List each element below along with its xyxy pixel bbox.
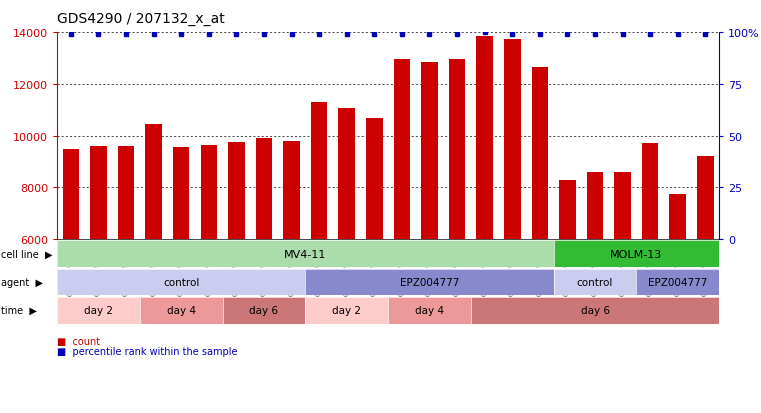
Bar [256, 139, 272, 240]
Bar [504, 40, 521, 240]
Text: day 4: day 4 [167, 305, 196, 316]
Bar [118, 147, 134, 240]
Bar [339, 109, 355, 240]
Bar [90, 147, 107, 240]
Text: day 2: day 2 [333, 305, 361, 316]
Text: day 6: day 6 [581, 305, 610, 316]
Text: time  ▶: time ▶ [1, 305, 37, 316]
Bar [587, 173, 603, 240]
Text: MV4-11: MV4-11 [284, 249, 326, 259]
Text: control: control [577, 277, 613, 287]
Bar [62, 149, 79, 240]
Text: day 2: day 2 [84, 305, 113, 316]
Text: day 4: day 4 [415, 305, 444, 316]
Bar [228, 143, 244, 240]
Bar [697, 157, 714, 240]
Bar [145, 125, 162, 240]
Bar [449, 60, 465, 240]
Text: agent  ▶: agent ▶ [1, 277, 43, 287]
Text: EPZ004777: EPZ004777 [400, 277, 459, 287]
Text: cell line  ▶: cell line ▶ [1, 249, 53, 259]
Bar [200, 145, 217, 240]
Bar [670, 195, 686, 240]
Bar [559, 180, 575, 240]
Text: day 6: day 6 [250, 305, 279, 316]
Bar [283, 141, 300, 240]
Text: EPZ004777: EPZ004777 [648, 277, 708, 287]
Bar [531, 68, 548, 240]
Bar [642, 144, 658, 240]
Bar [614, 173, 631, 240]
Bar [310, 103, 327, 240]
Bar [476, 37, 493, 240]
Bar [393, 60, 410, 240]
Text: control: control [163, 277, 199, 287]
Bar [366, 118, 383, 240]
Text: MOLM-13: MOLM-13 [610, 249, 663, 259]
Text: ■  count: ■ count [57, 336, 100, 346]
Text: ■  percentile rank within the sample: ■ percentile rank within the sample [57, 347, 237, 356]
Text: GDS4290 / 207132_x_at: GDS4290 / 207132_x_at [57, 12, 224, 26]
Bar [421, 63, 438, 240]
Bar [173, 148, 189, 240]
